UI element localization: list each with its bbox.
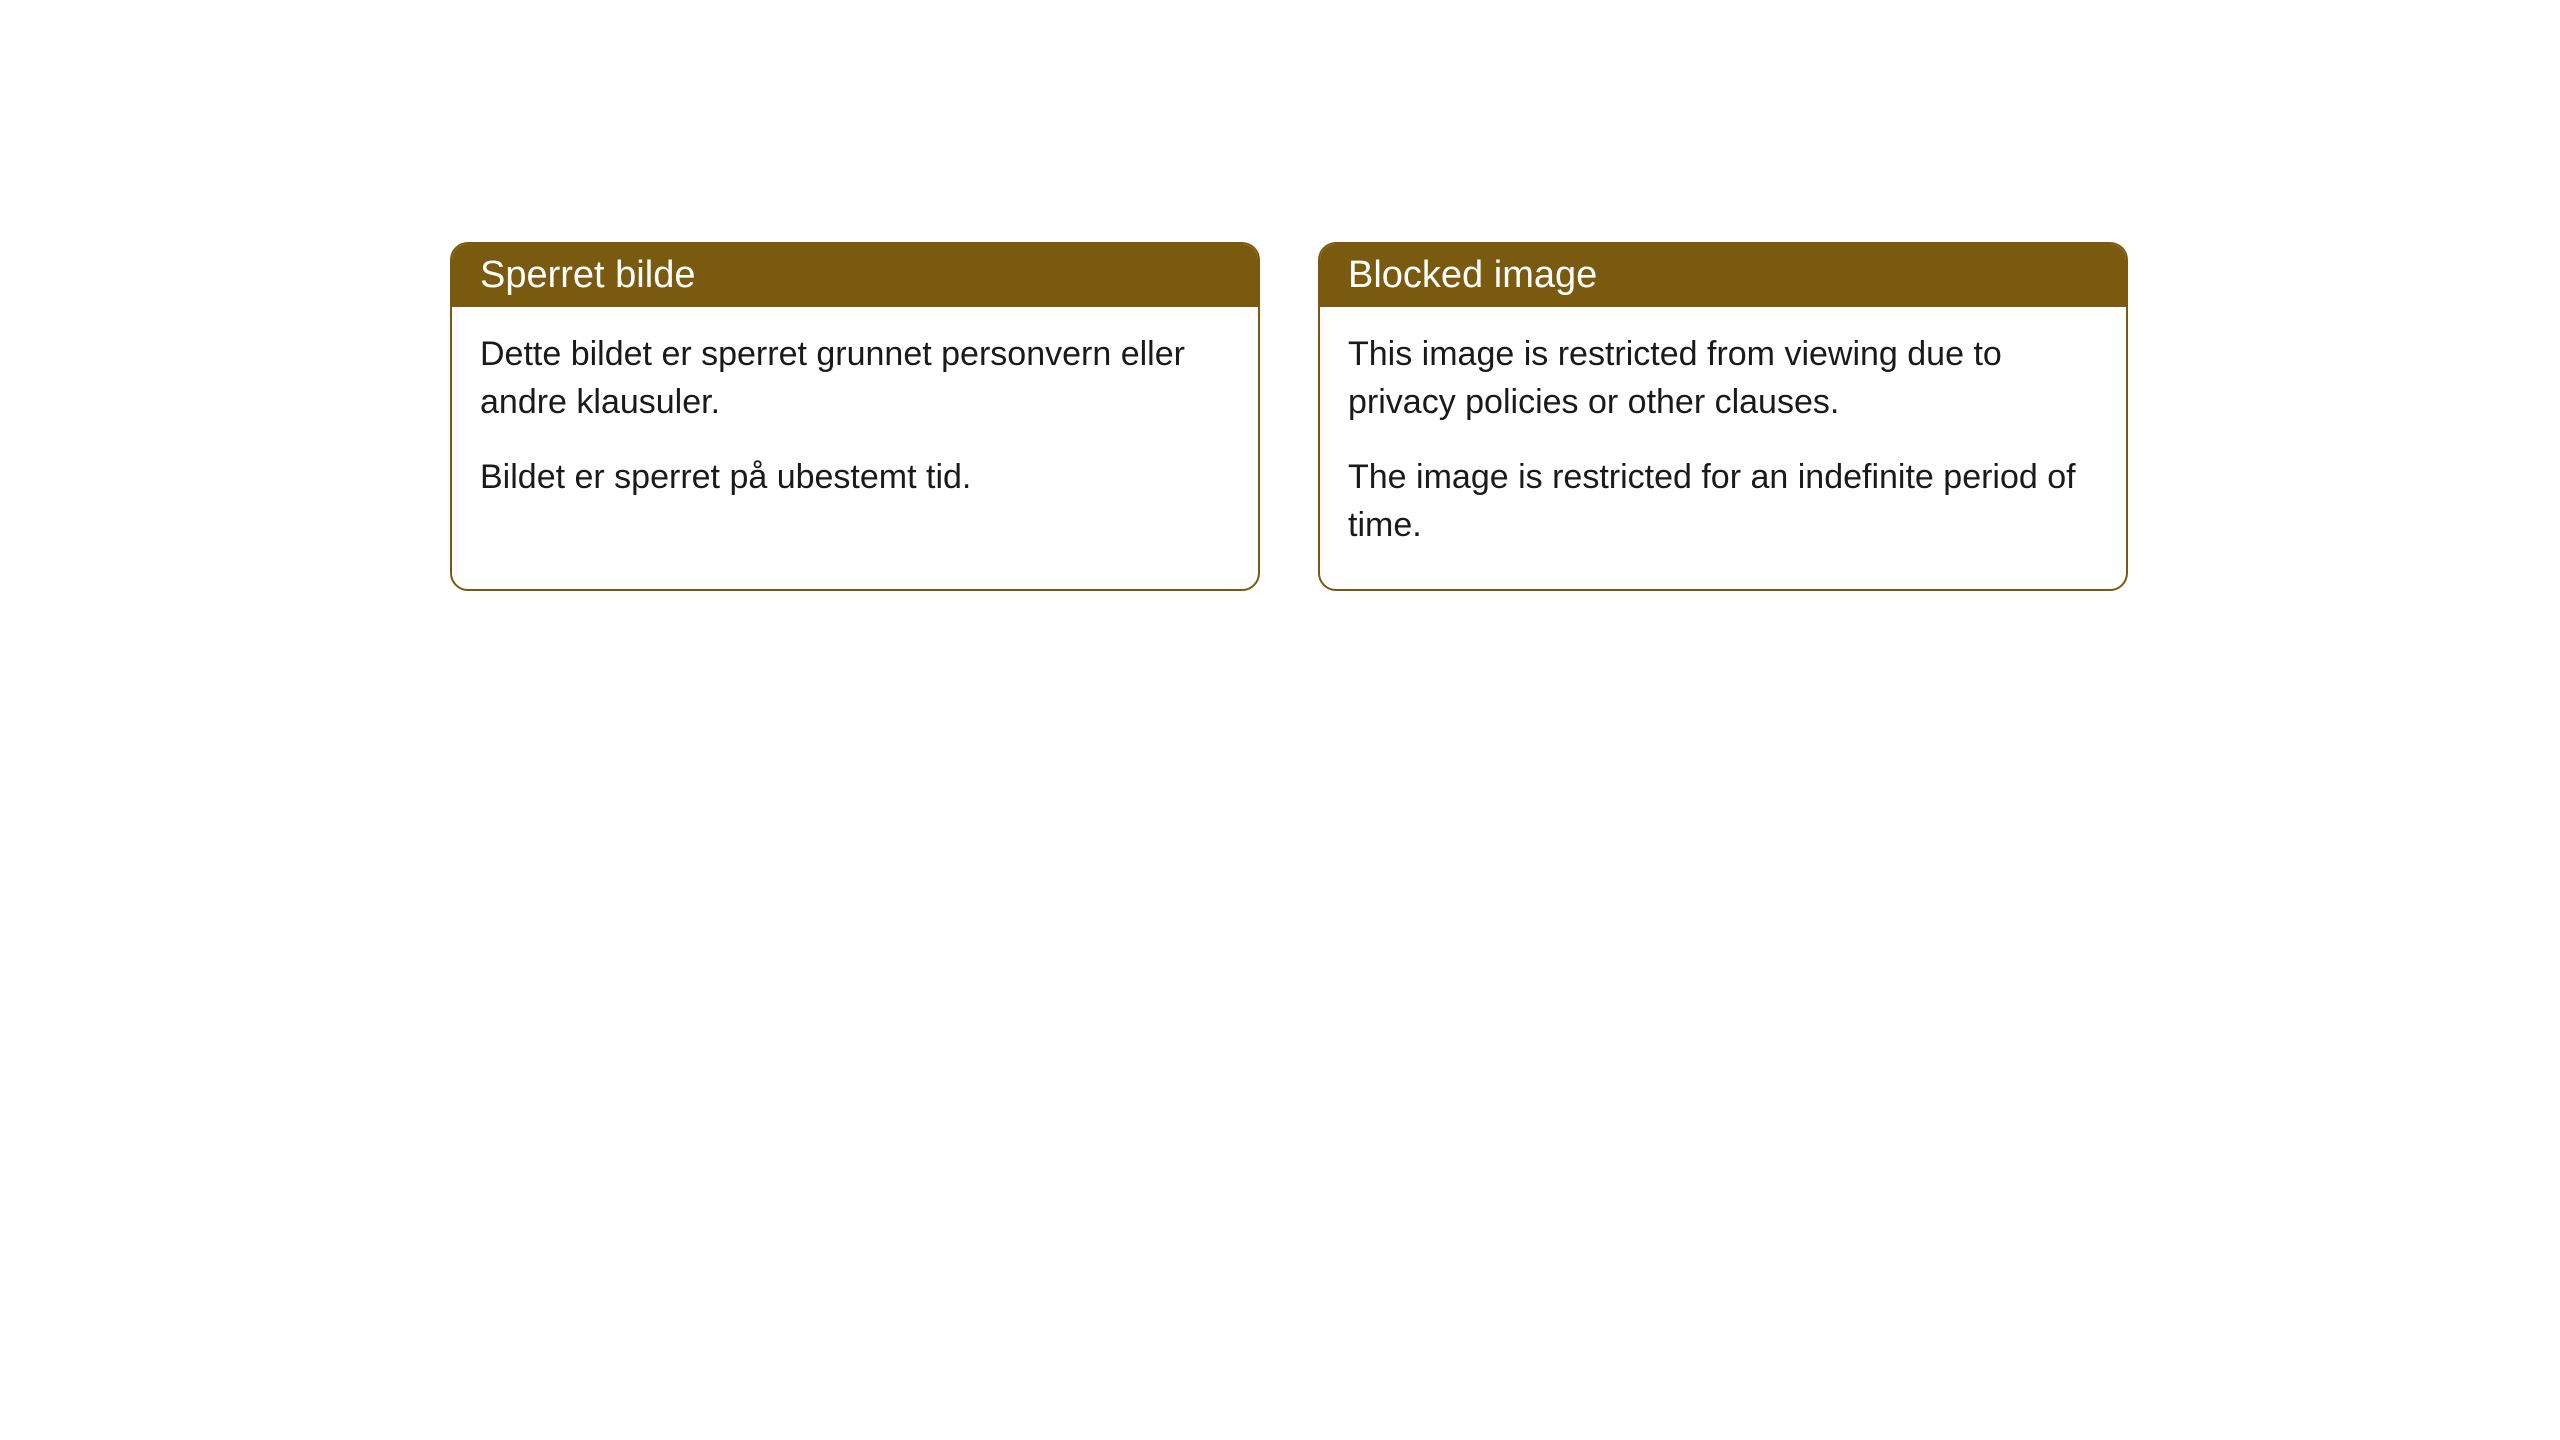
- card-paragraph: This image is restricted from viewing du…: [1348, 331, 2098, 426]
- card-paragraph: Dette bildet er sperret grunnet personve…: [480, 331, 1230, 426]
- card-header: Sperret bilde: [452, 244, 1258, 307]
- notice-card-norwegian: Sperret bilde Dette bildet er sperret gr…: [450, 242, 1260, 591]
- card-title: Blocked image: [1348, 254, 1597, 296]
- card-header: Blocked image: [1320, 244, 2126, 307]
- card-body: Dette bildet er sperret grunnet personve…: [452, 307, 1258, 542]
- card-title: Sperret bilde: [480, 254, 695, 296]
- notice-card-english: Blocked image This image is restricted f…: [1318, 242, 2128, 591]
- card-paragraph: The image is restricted for an indefinit…: [1348, 454, 2098, 549]
- card-paragraph: Bildet er sperret på ubestemt tid.: [480, 454, 1230, 502]
- card-body: This image is restricted from viewing du…: [1320, 307, 2126, 589]
- notice-cards-container: Sperret bilde Dette bildet er sperret gr…: [450, 242, 2560, 591]
